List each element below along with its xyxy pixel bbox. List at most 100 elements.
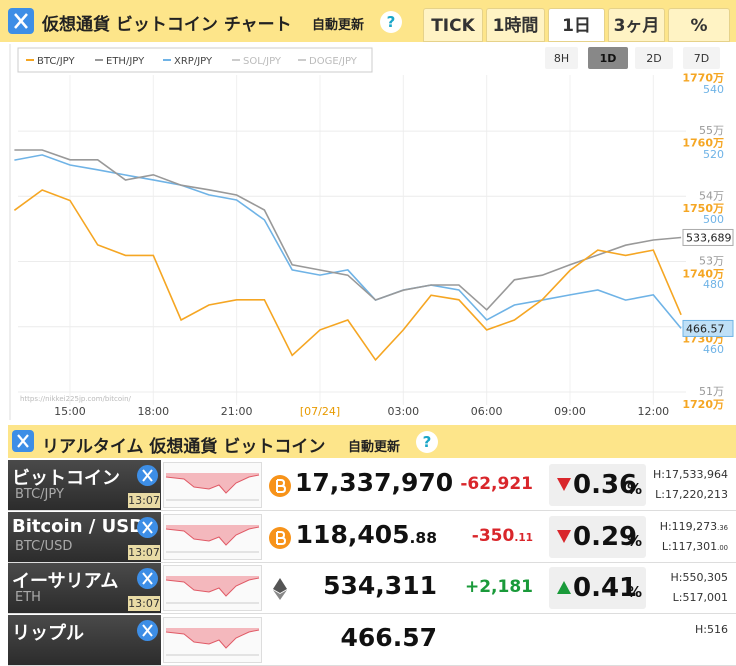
x-share-icon[interactable] [137,516,158,538]
help-icon[interactable]: ? [416,431,438,453]
range-label: 1D [600,52,617,65]
price: 17,337,970 [295,468,453,497]
y-tick-label: 1760万 [682,137,724,150]
legend-label[interactable]: DOGE/JPY [309,56,358,67]
update-time: 13:07 [128,493,160,508]
change-main: -350 [471,525,515,546]
x-logo [142,623,153,637]
high-main: H:119,273 [659,519,718,533]
range-button[interactable] [683,47,720,69]
price-decimals: .88 [409,528,437,547]
low-main: L:517,001 [672,591,728,604]
x-share-icon[interactable] [137,465,158,486]
y-tick-label: 54万 [699,189,724,202]
x-tick-label: 21:00 [221,405,253,418]
coin-name[interactable]: リップル [12,622,84,644]
series-line [14,149,682,311]
last-value-tag [682,319,734,337]
high: H:119,273.36 [650,520,728,533]
sparkline-area [166,627,259,648]
last-value-label: 466.57 [686,322,725,335]
tab[interactable]: % [668,8,730,42]
y-tick-label: 480 [703,278,724,291]
change-main: -62,921 [460,474,533,494]
update-time: 13:07 [128,544,160,560]
sparkline-line [165,474,260,494]
coin-name[interactable]: ビットコイン [12,468,120,489]
coin-name[interactable]: Bitcoin / USD [12,515,145,537]
last-value-tag [682,228,734,246]
series-line [13,189,682,362]
realtime-title: リアルタイム 仮想通貨 ビットコイン [42,437,326,457]
coin-icon [268,526,292,550]
x-logo [142,520,153,534]
bitcoin-logo [269,526,291,549]
range-button[interactable] [635,47,673,69]
change: -350.11 [440,526,533,546]
x-tick-label: 15:00 [54,405,86,418]
range-button[interactable] [588,47,628,69]
x-tick-label: 09:00 [554,405,586,418]
last-value-label: 533,689 [686,231,732,244]
y-tick-label: 1770万 [682,71,724,84]
coin-icon [268,474,292,498]
sparkline-line [165,526,260,546]
x-tick-label: 06:00 [471,405,503,418]
y-tick-label: 500 [703,213,724,226]
percent-value: 0.29 [573,521,638,552]
x-logo [14,13,28,29]
tab[interactable]: TICK [423,8,483,42]
price: 534,311 [295,571,437,600]
x-tick-label: [07/24] [300,405,340,418]
percent-value: 0.36 [573,470,638,500]
x-tick-label: 18:00 [137,405,169,418]
tab[interactable]: 1時間 [486,8,545,42]
bitcoin-logo [269,475,291,497]
sparkline-area [166,473,259,493]
sparkline [165,627,260,655]
sparkline-thumb [163,513,262,560]
low: L:17,220,213 [650,488,728,501]
legend-label[interactable]: BTC/JPY [37,56,75,67]
direction-arrow [557,529,571,543]
help-icon[interactable]: ? [380,11,402,33]
x-share-icon[interactable] [12,430,34,452]
row-separator [8,561,736,563]
row-separator [8,664,736,666]
row-separator [8,613,736,614]
tab[interactable]: 3ヶ月 [608,8,665,42]
legend-label[interactable]: ETH/JPY [106,56,145,67]
percent-unit: % [627,480,643,498]
low-decimals: .00 [717,543,728,552]
coin-pair: ETH [15,590,41,605]
legend-label[interactable]: XRP/JPY [174,56,213,67]
y-tick-label: 51万 [699,385,724,398]
coin-name[interactable]: イーサリアム [12,571,119,592]
sparkline-thumb [163,616,262,663]
x-share-icon[interactable] [137,619,158,641]
coin-pair: BTC/USD [15,538,73,554]
x-share-icon[interactable] [8,8,34,34]
high: H:550,305 [650,571,728,584]
price-main: 118,405 [295,519,410,549]
y-tick-label: 1750万 [682,202,724,215]
tab[interactable]: 1日 [548,8,605,42]
high: H:516 [650,623,728,636]
change-percent: 0.36% [549,464,646,506]
x-share-icon[interactable] [137,568,158,589]
sparkline [165,473,260,501]
percent-unit: % [627,583,643,601]
series-line [14,154,682,329]
change: -62,921 [440,474,533,494]
price-main: 534,311 [323,571,437,600]
y-tick-label: 460 [703,343,724,356]
price: 118,405.88 [295,520,437,549]
x-logo [142,469,153,482]
sparkline-area [166,524,259,545]
y-tick-label: 55万 [699,124,724,137]
range-button[interactable] [545,47,578,69]
row-separator [8,510,736,511]
legend-label[interactable]: SOL/JPY [243,56,282,67]
price-main: 17,337,970 [295,468,454,497]
